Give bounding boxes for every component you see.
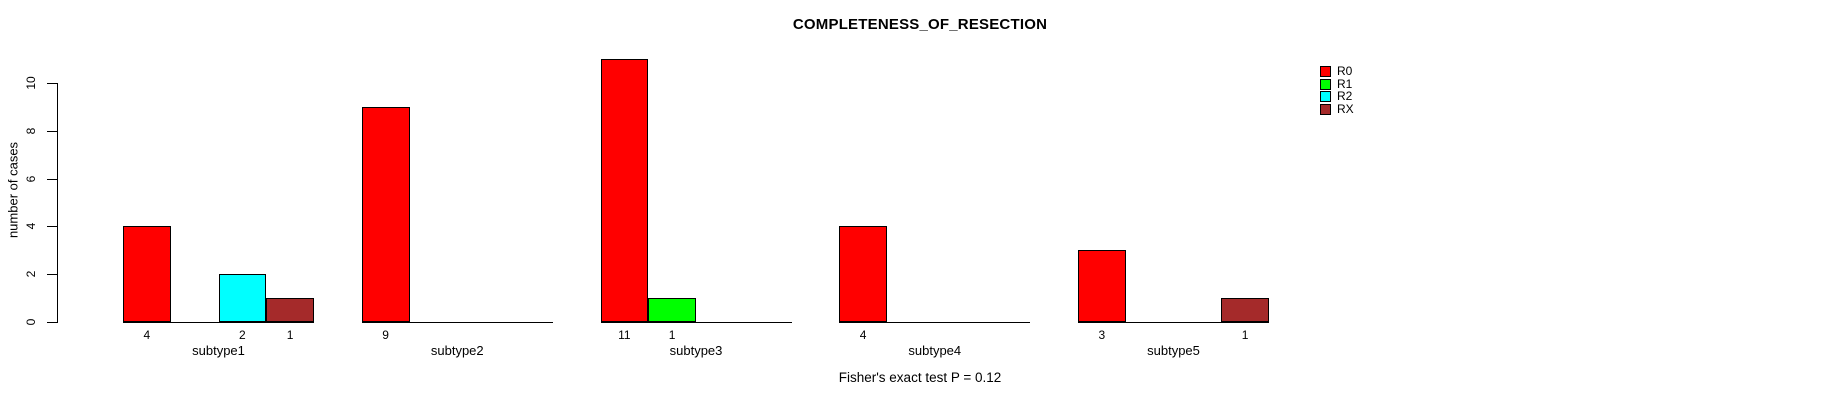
bar-RX-subtype5 <box>1221 298 1269 322</box>
y-tick <box>47 226 57 228</box>
bar-R0-subtype5 <box>1078 250 1126 322</box>
bar-value-label: 9 <box>382 328 389 342</box>
y-tick-label: 6 <box>24 175 38 182</box>
y-tick <box>47 83 57 84</box>
legend-swatch-R0 <box>1320 66 1331 77</box>
y-tick-label: 0 <box>24 318 38 326</box>
group-baseline <box>600 322 792 323</box>
y-tick-label: 8 <box>24 127 38 135</box>
group-baseline <box>1078 322 1269 323</box>
bar-R0-subtype1 <box>123 226 171 322</box>
bar-value-label: 1 <box>1241 328 1249 342</box>
bar-value-label: 4 <box>859 328 867 342</box>
category-label: subtype3 <box>669 343 723 358</box>
legend-label-R2: R2 <box>1337 89 1353 103</box>
y-tick <box>47 322 57 323</box>
y-tick <box>47 130 57 132</box>
bar-RX-subtype1 <box>266 298 314 322</box>
bar-value-label: 11 <box>618 328 631 342</box>
bar-R0-subtype4 <box>839 226 887 322</box>
bar-R0-subtype3 <box>600 59 649 322</box>
category-label: subtype1 <box>192 343 245 358</box>
y-tick-label: 2 <box>24 270 38 278</box>
legend-swatch-R1 <box>1320 78 1331 90</box>
legend-label-R0: R0 <box>1337 64 1353 78</box>
y-tick <box>47 178 57 180</box>
y-tick <box>47 274 57 276</box>
bar-value-label: 1 <box>286 328 294 342</box>
bar-value-label: 4 <box>143 328 151 342</box>
y-tick-label: 4 <box>24 223 38 230</box>
group-baseline <box>123 322 314 323</box>
category-label: subtype2 <box>430 343 484 358</box>
legend-swatch-RX <box>1320 103 1331 115</box>
bar-value-label: 3 <box>1098 328 1106 342</box>
legend-label-R1: R1 <box>1337 76 1353 91</box>
bar-value-label: 1 <box>668 328 676 342</box>
category-label: subtype5 <box>1147 343 1200 358</box>
y-axis-title: number of cases <box>5 141 21 239</box>
legend-swatch-R2 <box>1320 91 1331 102</box>
bar-R2-subtype1 <box>218 274 267 322</box>
bar-R1-subtype3 <box>648 298 696 322</box>
group-baseline <box>361 322 553 323</box>
legend-label-RX: RX <box>1337 101 1354 116</box>
bar-value-label: 2 <box>239 328 246 342</box>
y-axis-line <box>57 83 58 323</box>
bar-R0-subtype2 <box>361 106 410 322</box>
chart-title: COMPLETENESS_OF_RESECTION <box>792 16 1048 33</box>
chart-footnote: Fisher's exact test P = 0.12 <box>838 370 1002 385</box>
category-label: subtype4 <box>908 343 962 358</box>
group-baseline <box>839 322 1031 323</box>
y-tick-label: 10 <box>24 76 38 90</box>
